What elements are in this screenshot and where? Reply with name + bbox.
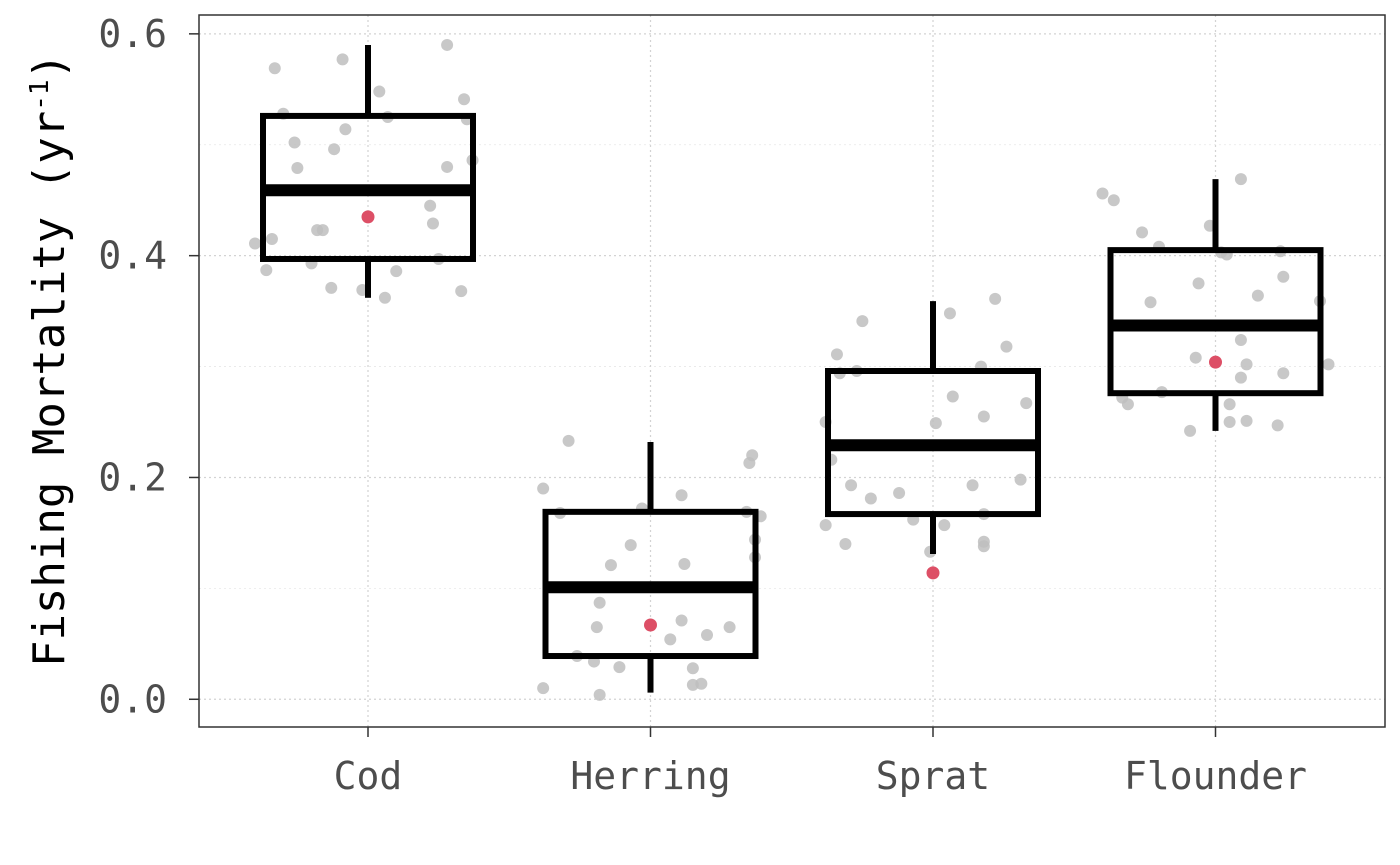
- data-point: [1014, 473, 1027, 486]
- data-point: [1223, 398, 1236, 411]
- data-point: [966, 479, 979, 492]
- data-point: [893, 486, 906, 499]
- highlight-layer: [361, 210, 1222, 632]
- data-point: [723, 621, 736, 634]
- data-point: [1234, 173, 1247, 186]
- data-point: [316, 224, 329, 237]
- data-point: [265, 233, 278, 246]
- data-point: [943, 307, 956, 320]
- data-point: [856, 315, 869, 328]
- data-point: [291, 162, 304, 175]
- data-point: [378, 291, 391, 304]
- grid-layer: [199, 15, 1385, 727]
- data-point: [664, 633, 677, 646]
- data-point: [938, 519, 951, 532]
- data-point: [839, 538, 852, 551]
- y-tick-label: 0.6: [98, 12, 167, 56]
- highlight-point: [1209, 355, 1222, 369]
- data-point: [977, 540, 990, 553]
- axis-layer: 0.0 0.2 0.4 0.6 Cod Herring Sprat Flounder: [98, 12, 1307, 798]
- data-point: [537, 482, 550, 495]
- x-tick-label-sprat: Sprat: [876, 754, 990, 798]
- data-point: [1234, 371, 1247, 384]
- data-point: [1144, 296, 1157, 309]
- data-point: [249, 237, 261, 250]
- y-tick-label: 0.4: [98, 234, 167, 278]
- data-point: [1277, 270, 1290, 283]
- data-point: [977, 410, 990, 423]
- data-point: [946, 390, 959, 403]
- highlight-point: [644, 618, 657, 632]
- y-axis-title-sup: -1: [25, 79, 55, 110]
- data-point: [424, 199, 437, 212]
- data-point: [441, 38, 454, 51]
- data-point: [339, 123, 352, 136]
- data-point: [593, 688, 606, 701]
- data-point: [1251, 289, 1264, 302]
- data-point: [819, 519, 832, 532]
- data-point: [830, 348, 843, 361]
- data-point: [590, 621, 603, 634]
- data-point: [864, 492, 877, 505]
- y-axis-title: Fishing Mortality (yr-1): [24, 53, 75, 667]
- data-point: [1271, 419, 1284, 432]
- data-point: [1107, 194, 1120, 207]
- data-point: [441, 160, 454, 173]
- data-point: [686, 662, 699, 675]
- y-axis-title-close: ): [24, 53, 75, 80]
- highlight-point: [926, 566, 940, 580]
- data-point: [325, 281, 338, 294]
- x-tick-label-herring: Herring: [570, 754, 730, 798]
- data-point: [929, 417, 942, 430]
- y-axis-title-main: Fishing Mortality (yr: [24, 111, 75, 667]
- data-point: [675, 614, 688, 627]
- y-tick-label: 0.2: [98, 455, 167, 499]
- data-point: [613, 661, 626, 674]
- data-point: [426, 217, 439, 230]
- data-point: [328, 143, 341, 156]
- data-point: [701, 628, 713, 641]
- data-point: [1020, 397, 1033, 410]
- data-point: [746, 449, 759, 462]
- data-point: [1184, 424, 1197, 437]
- data-point: [593, 596, 606, 609]
- data-point: [455, 285, 468, 298]
- data-point: [1189, 351, 1202, 364]
- data-point: [288, 136, 301, 149]
- data-point: [1322, 358, 1335, 371]
- data-point: [268, 62, 281, 75]
- data-point: [1121, 398, 1134, 411]
- data-point: [260, 264, 273, 277]
- data-point: [336, 53, 349, 66]
- box-layer: [260, 44, 1324, 693]
- data-point: [845, 479, 858, 492]
- x-tick-label-cod: Cod: [334, 754, 403, 798]
- data-point: [1240, 414, 1253, 427]
- plot-frame: [198, 14, 1386, 728]
- highlight-point: [361, 210, 375, 224]
- data-point: [604, 559, 617, 572]
- data-point: [390, 265, 403, 278]
- data-point: [1223, 416, 1236, 429]
- data-point: [1192, 277, 1205, 290]
- data-point: [675, 489, 688, 502]
- data-point: [373, 85, 386, 98]
- data-point: [989, 292, 1002, 305]
- data-point: [624, 539, 637, 552]
- data-point: [458, 93, 471, 106]
- data-point: [537, 682, 550, 695]
- x-tick-label-flounder: Flounder: [1124, 754, 1307, 798]
- data-point: [695, 677, 708, 690]
- data-point: [1000, 340, 1013, 353]
- data-point: [1277, 367, 1290, 380]
- data-point: [678, 557, 691, 570]
- data-point: [1096, 187, 1109, 200]
- points-layer: [249, 38, 1335, 701]
- data-point: [562, 434, 575, 447]
- data-point: [1234, 333, 1247, 346]
- data-point: [1240, 358, 1253, 371]
- data-point: [1136, 226, 1149, 239]
- y-tick-label: 0.0: [98, 677, 167, 721]
